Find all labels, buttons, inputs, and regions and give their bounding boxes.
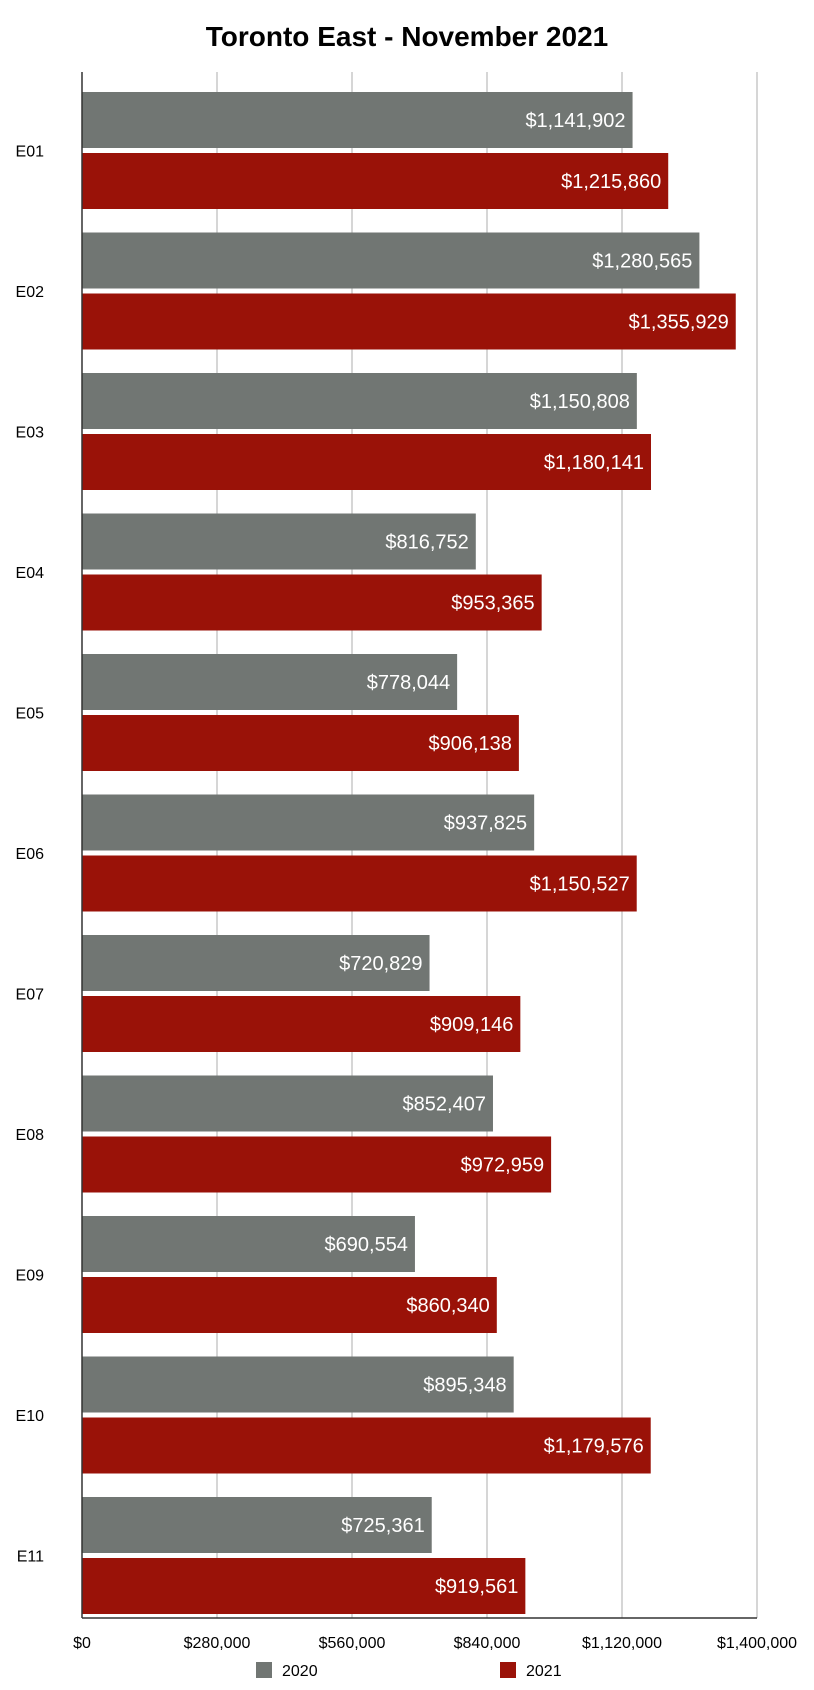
category-label-e09: E09: [16, 1268, 45, 1285]
data-label-e03-2020: $1,150,808: [530, 391, 630, 413]
bar-e03-2021: [82, 434, 651, 490]
data-label-e02-2020: $1,280,565: [592, 251, 692, 273]
data-label-e01-2020: $1,141,902: [525, 110, 625, 132]
category-label-e01: E01: [16, 144, 45, 161]
bar-e01-2021: [82, 153, 669, 209]
bar-e10-2021: [82, 1417, 651, 1474]
data-label-e08-2021: $972,959: [461, 1155, 544, 1177]
x-tick-label-2: $560,000: [319, 1635, 386, 1652]
x-tick-label-0: $0: [73, 1635, 91, 1652]
bar-e02-2020: [82, 232, 700, 289]
data-label-e09-2021: $860,340: [406, 1295, 489, 1317]
data-label-e06-2020: $937,825: [444, 813, 527, 835]
data-label-e11-2021: $919,561: [435, 1576, 518, 1598]
category-label-e05: E05: [16, 706, 45, 723]
bar-e05-2021: [82, 715, 519, 771]
data-label-e07-2020: $720,829: [339, 953, 422, 975]
bar-e10-2020: [82, 1356, 514, 1413]
bar-e11-2020: [82, 1497, 432, 1553]
x-tick-label-5: $1,400,000: [717, 1635, 797, 1652]
bar-e04-2021: [82, 574, 542, 631]
bar-e07-2021: [82, 996, 521, 1052]
data-label-e10-2021: $1,179,576: [544, 1436, 644, 1458]
data-label-e06-2021: $1,150,527: [530, 874, 630, 896]
bar-e08-2021: [82, 1136, 552, 1193]
bar-e02-2021: [82, 293, 736, 350]
x-tick-label-3: $840,000: [454, 1635, 521, 1652]
legend-label-2020: 2020: [282, 1663, 318, 1680]
data-label-e07-2021: $909,146: [430, 1014, 513, 1036]
bar-e06-2020: [82, 794, 535, 851]
chart-title: Toronto East - November 2021: [206, 21, 608, 52]
bar-e07-2020: [82, 935, 430, 991]
x-tick-label-1: $280,000: [184, 1635, 251, 1652]
data-label-e04-2020: $816,752: [385, 532, 468, 554]
data-label-e02-2021: $1,355,929: [629, 312, 729, 334]
axes: $0 $280,000 $560,000 $840,000 $1,120,000 $1,4…: [16, 72, 797, 1652]
bar-e05-2020: [82, 654, 458, 710]
x-tick-label-4: $1,120,000: [582, 1635, 662, 1652]
bar-e09-2021: [82, 1277, 497, 1333]
bar-e09-2020: [82, 1216, 415, 1272]
data-label-e08-2020: $852,407: [403, 1094, 486, 1116]
category-label-e04: E04: [16, 565, 45, 582]
legend: 2020 2021: [256, 1662, 562, 1680]
bars: $1,141,902 $1,215,860 $1,280,565 $1,355,929…: [82, 92, 736, 1614]
data-label-e05-2021: $906,138: [428, 733, 511, 755]
category-label-e11: E11: [17, 1549, 44, 1566]
data-label-e09-2020: $690,554: [325, 1234, 408, 1256]
bar-e03-2020: [82, 373, 637, 429]
bar-e01-2020: [82, 92, 633, 148]
category-label-e10: E10: [16, 1408, 45, 1425]
category-label-e07: E07: [16, 987, 45, 1004]
category-label-e08: E08: [16, 1127, 45, 1144]
category-label-e03: E03: [16, 425, 45, 442]
bar-e11-2021: [82, 1558, 526, 1614]
bar-e06-2021: [82, 855, 637, 912]
legend-swatch-2020: [256, 1662, 272, 1678]
legend-label-2021: 2021: [526, 1663, 562, 1680]
data-label-e03-2021: $1,180,141: [544, 452, 644, 474]
bar-e04-2020: [82, 513, 476, 570]
legend-swatch-2021: [500, 1662, 516, 1678]
bar-e08-2020: [82, 1075, 493, 1132]
category-label-e06: E06: [16, 846, 45, 863]
data-label-e01-2021: $1,215,860: [561, 171, 661, 193]
data-label-e11-2020: $725,361: [341, 1515, 424, 1537]
data-label-e10-2020: $895,348: [423, 1375, 506, 1397]
data-label-e05-2020: $778,044: [367, 672, 450, 694]
category-label-e02: E02: [16, 284, 45, 301]
data-label-e04-2021: $953,365: [451, 593, 534, 615]
